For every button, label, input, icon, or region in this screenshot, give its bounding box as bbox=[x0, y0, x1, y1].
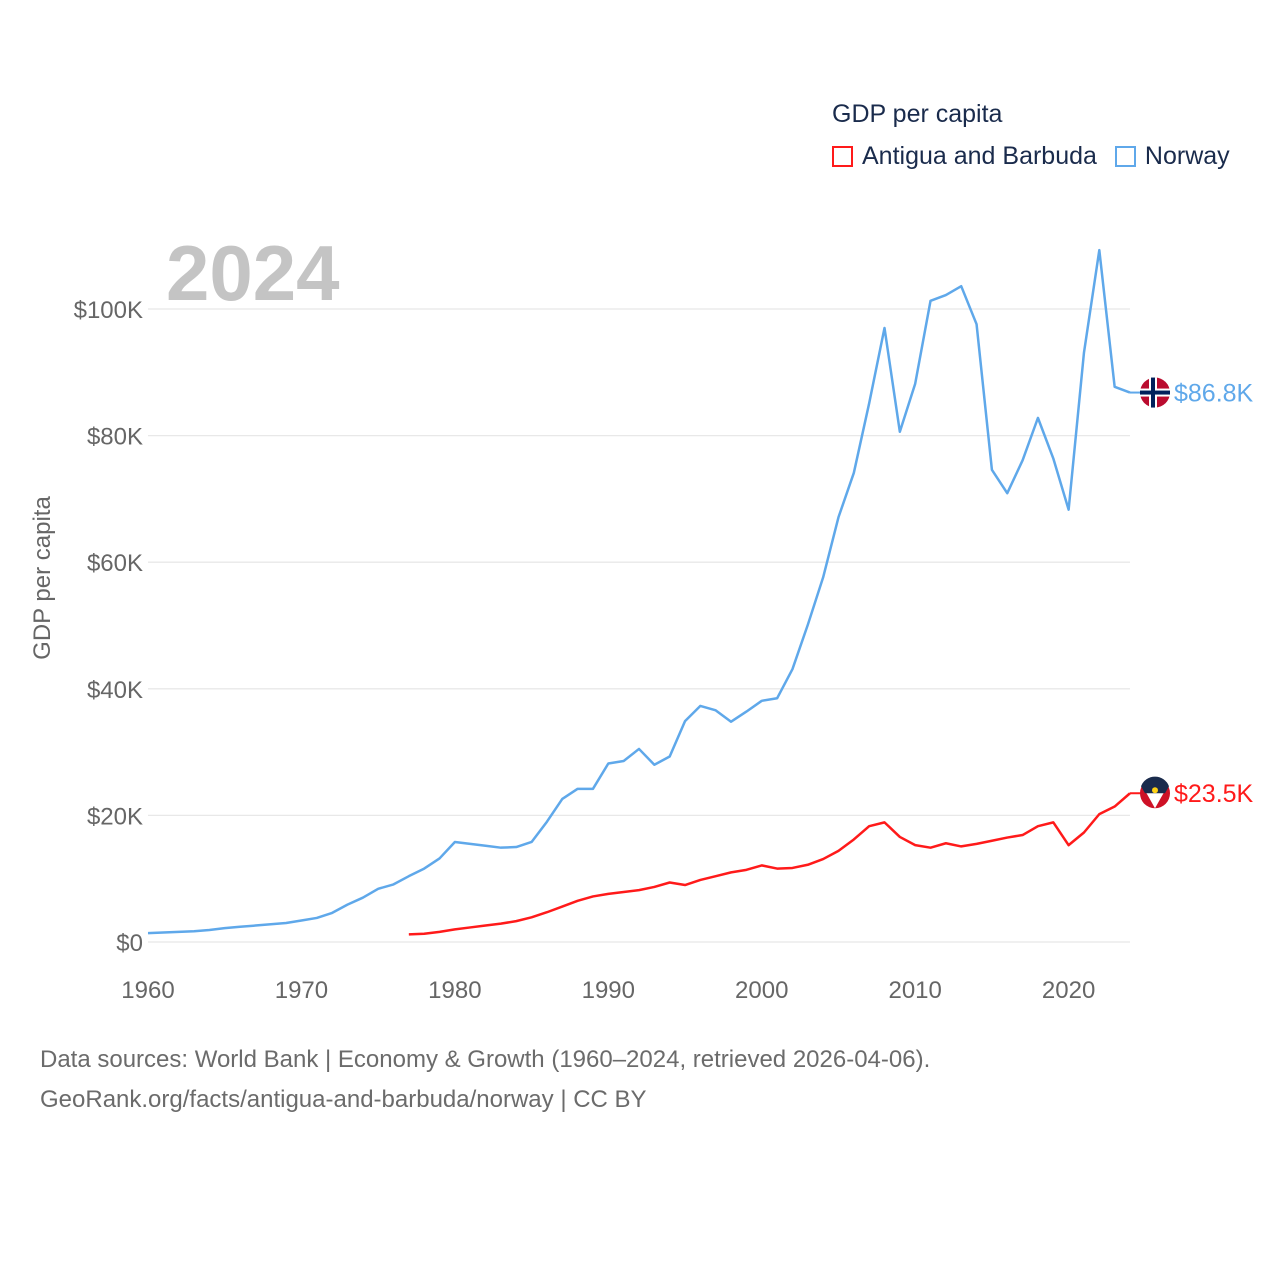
legend: Antigua and Barbuda Norway bbox=[832, 142, 1248, 171]
x-tick-label: 1990 bbox=[582, 977, 635, 1004]
end-value-label: $86.8K bbox=[1174, 380, 1254, 408]
year-label: 2024 bbox=[166, 229, 340, 317]
legend-item-antigua[interactable]: Antigua and Barbuda bbox=[832, 142, 1097, 171]
legend-label: Antigua and Barbuda bbox=[862, 142, 1097, 170]
y-tick-label: $40K bbox=[87, 677, 143, 704]
antigua-flag-icon bbox=[1140, 776, 1170, 809]
series-line-antigua bbox=[408, 792, 1131, 936]
norway-flag-icon bbox=[1140, 377, 1170, 408]
series-line-norway bbox=[147, 248, 1131, 935]
x-tick-label: 1980 bbox=[428, 977, 481, 1004]
end-value-label: $23.5K bbox=[1174, 780, 1254, 808]
y-tick-label: $80K bbox=[87, 424, 143, 451]
flag-top bbox=[1141, 776, 1169, 794]
y-axis-label: GDP per capita bbox=[29, 496, 56, 660]
legend-label: Norway bbox=[1144, 142, 1230, 170]
x-tick-label: 2000 bbox=[735, 977, 788, 1004]
legend-swatch-norway bbox=[1114, 146, 1136, 167]
x-tick-label: 2010 bbox=[888, 977, 941, 1004]
footer-link[interactable]: GeoRank.org/facts/antigua-and-barbuda/no… bbox=[40, 1086, 647, 1113]
x-tick-label: 1960 bbox=[121, 977, 174, 1004]
y-tick-label: $0 bbox=[116, 930, 143, 957]
y-tick-label: $60K bbox=[87, 550, 143, 577]
y-tick-label: $100K bbox=[74, 297, 143, 324]
x-tick-label: 1970 bbox=[275, 977, 328, 1004]
legend-item-norway[interactable]: Norway bbox=[1114, 142, 1230, 171]
y-tick-label: $20K bbox=[87, 803, 143, 830]
legend-title: GDP per capita bbox=[832, 100, 1003, 128]
flag-sun bbox=[1152, 787, 1158, 794]
footer-sources: Data sources: World Bank | Economy & Gro… bbox=[40, 1046, 931, 1073]
x-tick-label: 2020 bbox=[1042, 977, 1095, 1004]
legend-swatch-antigua bbox=[832, 146, 853, 167]
flag-cross bbox=[1151, 377, 1155, 408]
